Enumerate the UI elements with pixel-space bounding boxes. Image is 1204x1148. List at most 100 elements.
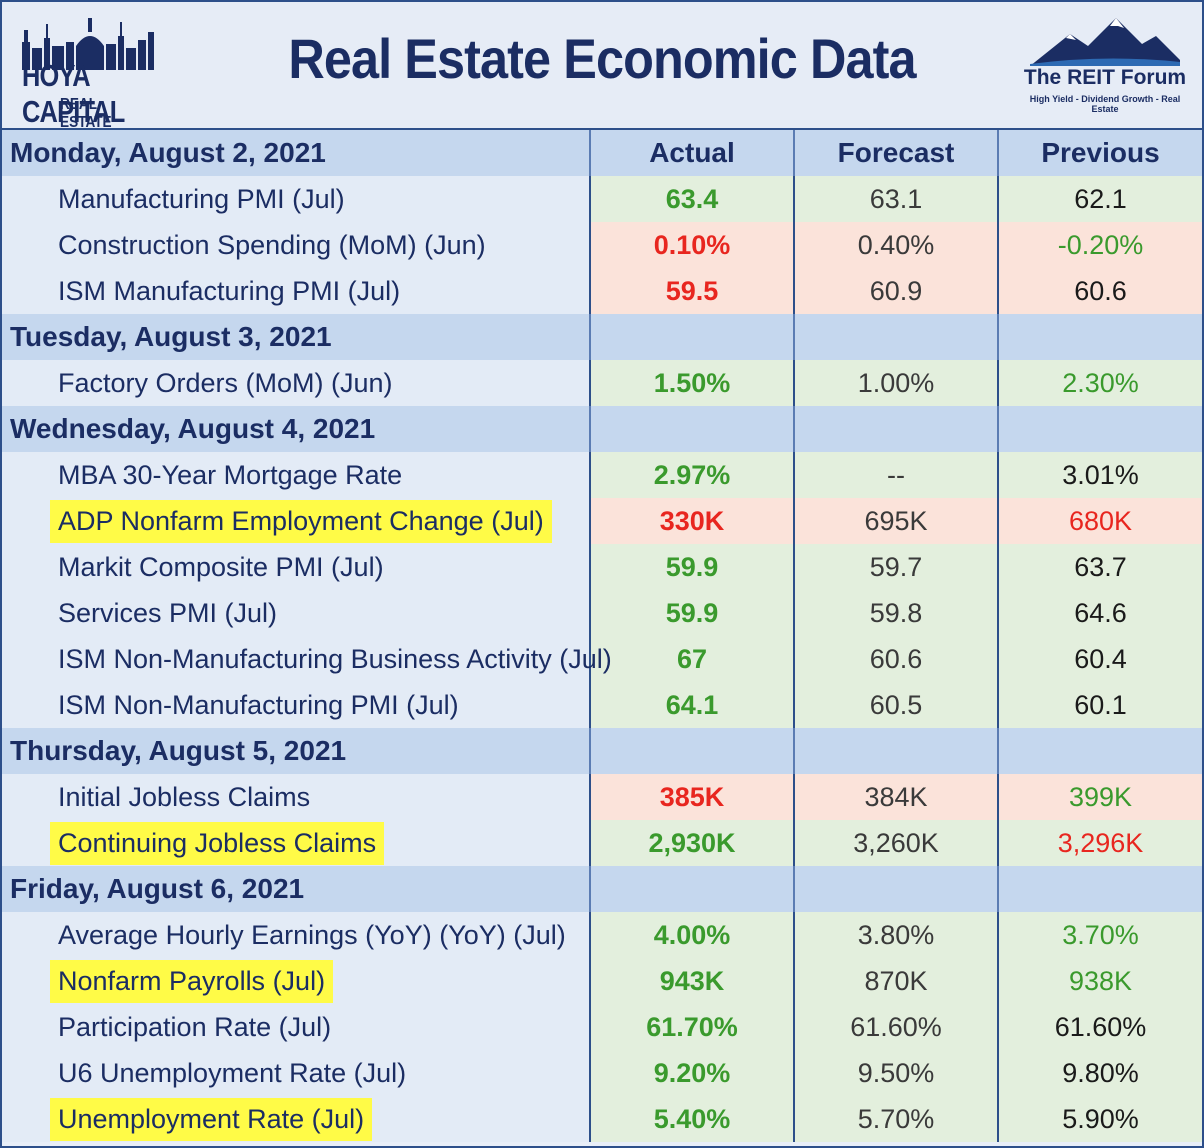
actual-value: 2,930K (589, 820, 794, 866)
indicator-name: Markit Composite PMI (Jul) (58, 551, 384, 582)
previous-value: 61.60% (997, 1004, 1202, 1050)
forecast-value: 5.70% (793, 1096, 998, 1142)
day-label: Monday, August 2, 2021 (2, 130, 590, 176)
previous-value: 63.7 (997, 544, 1202, 590)
forecast-value: 695K (793, 498, 998, 544)
table-row: Average Hourly Earnings (YoY) (YoY) (Jul… (2, 912, 1202, 958)
table-row: Unemployment Rate (Jul) 5.40% 5.70% 5.90% (2, 1096, 1202, 1142)
day-band-cell (589, 866, 794, 912)
previous-value: 5.90% (997, 1096, 1202, 1142)
actual-value: 1.50% (589, 360, 794, 406)
actual-value: 59.9 (589, 544, 794, 590)
table-row: Nonfarm Payrolls (Jul) 943K 870K 938K (2, 958, 1202, 1004)
forecast-value: 1.00% (793, 360, 998, 406)
previous-value: 64.6 (997, 590, 1202, 636)
header: HOYA CAPITAL REAL ESTATE Real Estate Eco… (2, 2, 1202, 131)
column-header-actual: Actual (589, 130, 794, 176)
indicator-name-cell: ISM Manufacturing PMI (Jul) (2, 268, 590, 314)
previous-value: 3,296K (997, 820, 1202, 866)
forecast-value: 9.50% (793, 1050, 998, 1096)
reit-forum-name: The REIT Forum (1023, 66, 1187, 89)
previous-value: 9.80% (997, 1050, 1202, 1096)
table-row: Services PMI (Jul) 59.9 59.8 64.6 (2, 590, 1202, 636)
previous-value: -0.20% (997, 222, 1202, 268)
forecast-value: 59.8 (793, 590, 998, 636)
indicator-name: Services PMI (Jul) (58, 597, 278, 628)
hoya-capital-logo: HOYA CAPITAL REAL ESTATE (20, 12, 170, 131)
day-header-row: Tuesday, August 3, 2021 (2, 314, 1202, 360)
actual-value: 943K (589, 958, 794, 1004)
forecast-value: 0.40% (793, 222, 998, 268)
day-label: Friday, August 6, 2021 (2, 866, 590, 912)
indicator-name: MBA 30-Year Mortgage Rate (58, 459, 403, 490)
forecast-value: 63.1 (793, 176, 998, 222)
hoya-capital-sub: REAL ESTATE (60, 96, 112, 131)
previous-value: 2.30% (997, 360, 1202, 406)
table-row: ISM Manufacturing PMI (Jul) 59.5 60.9 60.6 (2, 268, 1202, 314)
previous-value: 60.6 (997, 268, 1202, 314)
actual-value: 5.40% (589, 1096, 794, 1142)
day-band-cell (997, 314, 1202, 360)
indicator-name: Nonfarm Payrolls (Jul) (50, 959, 334, 1003)
indicator-name-cell: ISM Non-Manufacturing PMI (Jul) (2, 682, 590, 728)
table-row: Factory Orders (MoM) (Jun) 1.50% 1.00% 2.30… (2, 360, 1202, 406)
day-header-row: Monday, August 2, 2021 Actual Forecast Prev… (2, 130, 1202, 176)
table-body: Monday, August 2, 2021 Actual Forecast Prev… (2, 130, 1202, 1142)
forecast-value: 384K (793, 774, 998, 820)
indicator-name: ISM Non-Manufacturing PMI (Jul) (58, 689, 459, 720)
day-header-row: Friday, August 6, 2021 (2, 866, 1202, 912)
table-row: ISM Non-Manufacturing Business Activity … (2, 636, 1202, 682)
day-band-cell (589, 406, 794, 452)
indicator-name: ISM Manufacturing PMI (Jul) (58, 275, 401, 306)
reit-forum-logo: The REIT Forum High Yield - Dividend Gro… (1020, 16, 1190, 116)
previous-value: 60.1 (997, 682, 1202, 728)
indicator-name-cell: Factory Orders (MoM) (Jun) (2, 360, 590, 406)
indicator-name: Participation Rate (Jul) (58, 1011, 332, 1042)
indicator-name-cell: U6 Unemployment Rate (Jul) (2, 1050, 590, 1096)
forecast-value: 3.80% (793, 912, 998, 958)
day-band-cell (793, 314, 998, 360)
day-band-cell (793, 728, 998, 774)
table-row: Construction Spending (MoM) (Jun) 0.10% 0.… (2, 222, 1202, 268)
previous-value: 62.1 (997, 176, 1202, 222)
day-band-cell (793, 406, 998, 452)
day-band-cell (589, 314, 794, 360)
previous-value: 3.70% (997, 912, 1202, 958)
economic-data-table: Monday, August 2, 2021 Actual Forecast Prev… (2, 130, 1202, 1142)
previous-value: 680K (997, 498, 1202, 544)
indicator-name-cell: MBA 30-Year Mortgage Rate (2, 452, 590, 498)
table-row: Initial Jobless Claims 385K 384K 399K (2, 774, 1202, 820)
actual-value: 59.9 (589, 590, 794, 636)
actual-value: 67 (589, 636, 794, 682)
actual-value: 385K (589, 774, 794, 820)
column-header-forecast: Forecast (793, 130, 998, 176)
day-band-cell (997, 728, 1202, 774)
forecast-value: 3,260K (793, 820, 998, 866)
reit-forum-tagline: High Yield - Dividend Growth - Real Esta… (1029, 94, 1181, 114)
day-band-cell (589, 728, 794, 774)
day-header-row: Thursday, August 5, 2021 (2, 728, 1202, 774)
indicator-name-cell: Nonfarm Payrolls (Jul) (2, 958, 590, 1004)
indicator-name-cell: Continuing Jobless Claims (2, 820, 590, 866)
page-title: Real Estate Economic Data (288, 27, 916, 90)
indicator-name: Unemployment Rate (Jul) (50, 1097, 373, 1141)
table-row: Markit Composite PMI (Jul) 59.9 59.7 63.7 (2, 544, 1202, 590)
actual-value: 63.4 (589, 176, 794, 222)
forecast-value: 61.60% (793, 1004, 998, 1050)
actual-value: 64.1 (589, 682, 794, 728)
indicator-name: Construction Spending (MoM) (Jun) (58, 229, 486, 260)
indicator-name-cell: Services PMI (Jul) (2, 590, 590, 636)
forecast-value: 60.6 (793, 636, 998, 682)
table-row: ISM Non-Manufacturing PMI (Jul) 64.1 60.5 6… (2, 682, 1202, 728)
column-header-previous: Previous (997, 130, 1202, 176)
forecast-value: 870K (793, 958, 998, 1004)
indicator-name: U6 Unemployment Rate (Jul) (58, 1057, 407, 1088)
indicator-name: Continuing Jobless Claims (50, 821, 385, 865)
day-band-cell (793, 866, 998, 912)
actual-value: 4.00% (589, 912, 794, 958)
actual-value: 330K (589, 498, 794, 544)
indicator-name-cell: ADP Nonfarm Employment Change (Jul) (2, 498, 590, 544)
forecast-value: 59.7 (793, 544, 998, 590)
forecast-value: 60.9 (793, 268, 998, 314)
